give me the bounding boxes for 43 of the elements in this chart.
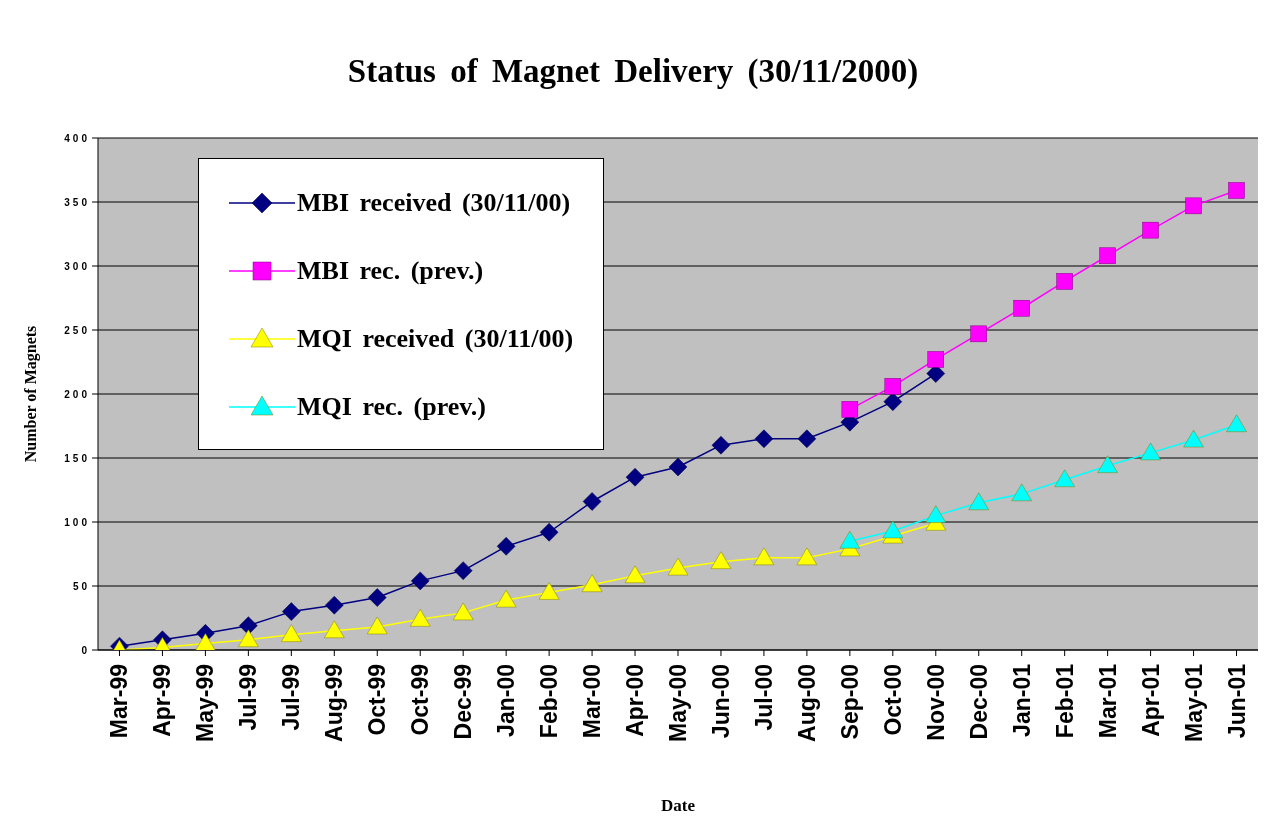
x-tick-label: Dec-99 (450, 664, 477, 740)
x-tick-label: May-00 (665, 664, 691, 742)
x-tick-label: Mar-01 (1094, 663, 1121, 739)
x-tick-label: May-01 (1180, 663, 1207, 742)
x-tick-label: Jan-00 (493, 664, 520, 737)
y-tick-label: 0 (81, 644, 90, 656)
legend-label: MBI received (30/11/00) (297, 188, 571, 218)
x-tick-label: Jan-01 (1008, 663, 1035, 737)
x-axis-title: Date (661, 796, 696, 815)
legend-label: MBI rec. (prev.) (297, 256, 484, 286)
legend-label: MQI rec. (prev.) (297, 392, 486, 422)
y-tick-label: 200 (64, 388, 90, 400)
x-tick-label: Oct-99 (407, 664, 434, 736)
x-tick-label: Mar-99 (106, 664, 133, 739)
x-tick-label: Jul-00 (750, 664, 777, 731)
x-tick-label: May-99 (192, 664, 219, 742)
x-tick-label: Apr-99 (149, 664, 176, 737)
legend-label: MQI received (30/11/00) (297, 324, 574, 354)
x-tick-label: Sep-00 (836, 664, 863, 740)
y-tick-label: 100 (64, 516, 90, 528)
x-tick-label: Feb-00 (536, 664, 563, 739)
x-tick-label: Feb-01 (1051, 663, 1078, 739)
x-tick-label: Aug-00 (793, 664, 820, 742)
x-tick-label: Jun-01 (1223, 663, 1250, 739)
y-tick-label: 250 (64, 324, 90, 336)
x-tick-label: Dec-00 (965, 664, 992, 740)
y-tick-label: 50 (72, 580, 90, 592)
x-tick-label: Apr-00 (622, 664, 649, 737)
x-tick-label: Jun-00 (707, 664, 734, 739)
x-tick-label: Jul-99 (235, 664, 262, 731)
chart-title: Status of Magnet Delivery (30/11/2000) (346, 53, 920, 90)
x-tick-label: Oct-00 (879, 664, 906, 736)
x-tick-label: Nov-00 (922, 664, 949, 741)
y-tick-label: 150 (64, 452, 90, 464)
x-tick-label: Oct-99 (364, 664, 391, 736)
x-tick-label: Jul-99 (278, 664, 305, 731)
y-tick-label: 350 (64, 196, 90, 208)
x-tick-label: Mar-00 (579, 664, 606, 739)
y-tick-label: 400 (64, 132, 90, 144)
y-axis-title: Number of Magnets (21, 325, 40, 463)
x-tick-label: Apr-01 (1137, 663, 1164, 737)
y-tick-label: 300 (64, 260, 90, 272)
x-tick-label: Aug-99 (321, 664, 348, 742)
